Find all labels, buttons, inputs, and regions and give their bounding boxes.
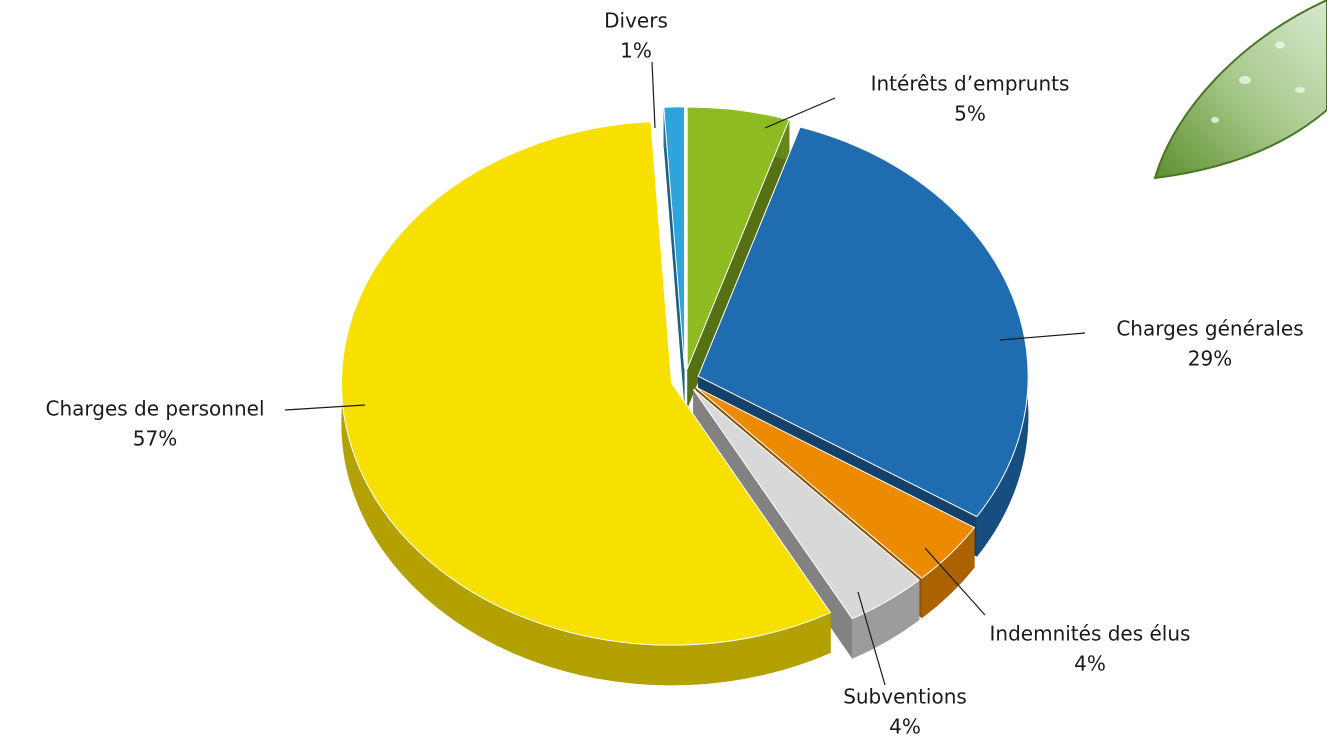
leader-line bbox=[999, 332, 1086, 341]
slice bbox=[692, 388, 920, 620]
value-label: 4% bbox=[1074, 652, 1106, 676]
value-label: 4% bbox=[889, 715, 921, 739]
slice-side bbox=[663, 107, 685, 409]
value-label: 1% bbox=[620, 39, 652, 63]
slice bbox=[341, 121, 832, 646]
value-label: 29% bbox=[1188, 347, 1232, 371]
slice bbox=[686, 106, 790, 370]
pie-tops bbox=[341, 106, 1029, 646]
leader-line bbox=[651, 61, 656, 129]
slice-side bbox=[687, 119, 790, 409]
slice bbox=[663, 106, 686, 369]
category-label: Subventions bbox=[843, 685, 967, 709]
slice bbox=[697, 126, 1029, 518]
value-label: 5% bbox=[954, 102, 986, 126]
labels: Intérêts d’emprunts 5% Charges générales 29… bbox=[46, 9, 1304, 739]
leaf-decoration bbox=[1153, 0, 1327, 180]
category-label: Intérêts d’emprunts bbox=[871, 72, 1070, 96]
leader-line bbox=[857, 591, 886, 686]
leader-line bbox=[284, 404, 366, 411]
value-label: 57% bbox=[133, 427, 177, 451]
leader-line bbox=[924, 547, 986, 616]
slice bbox=[695, 386, 976, 579]
category-label: Divers bbox=[604, 9, 668, 33]
category-label: Charges générales bbox=[1116, 317, 1303, 341]
leader-line bbox=[764, 97, 836, 129]
category-label: Indemnités des élus bbox=[990, 622, 1191, 646]
category-label: Charges de personnel bbox=[46, 397, 265, 421]
